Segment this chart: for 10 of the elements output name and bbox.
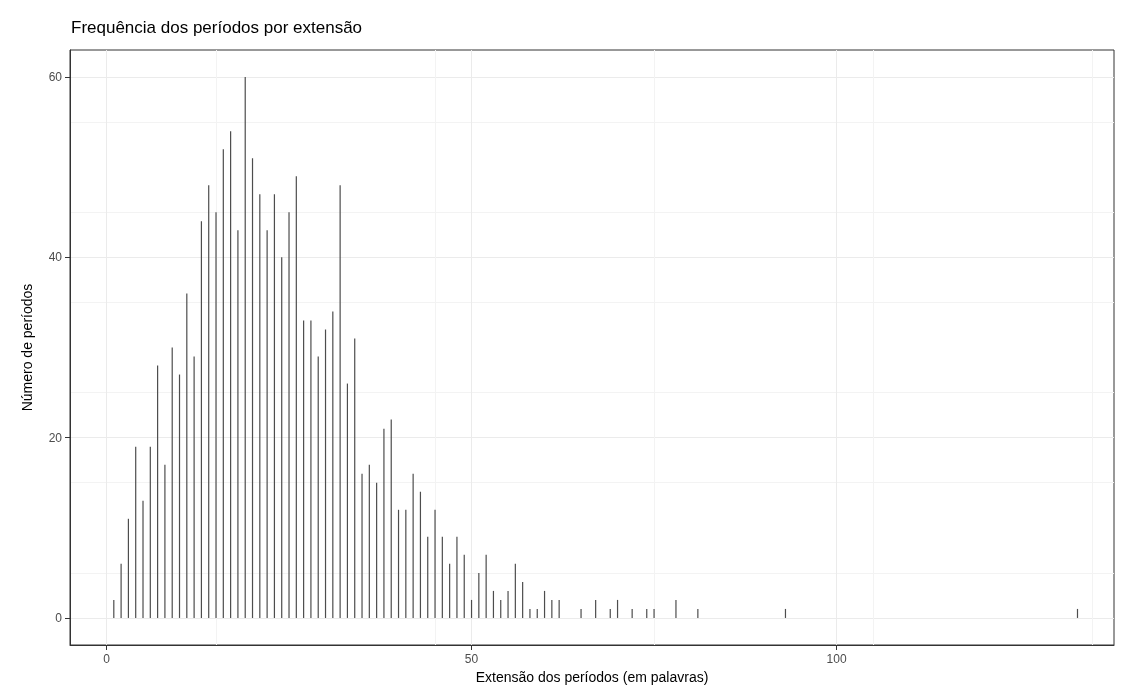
x-axis-title: Extensão dos períodos (em palavras) — [475, 668, 709, 685]
y-tick-label: 20 — [48, 430, 63, 445]
y-tick-label: 60 — [48, 70, 63, 85]
x-tick-label: 0 — [103, 652, 111, 666]
x-tick-label: 50 — [464, 652, 479, 666]
y-axis-title: Número de períodos — [19, 283, 35, 412]
chart-title: Frequência dos períodos por extensão — [71, 18, 363, 37]
y-tick-label: 0 — [55, 610, 63, 625]
y-tick-label: 40 — [48, 250, 63, 265]
x-tick-label: 100 — [826, 652, 847, 666]
